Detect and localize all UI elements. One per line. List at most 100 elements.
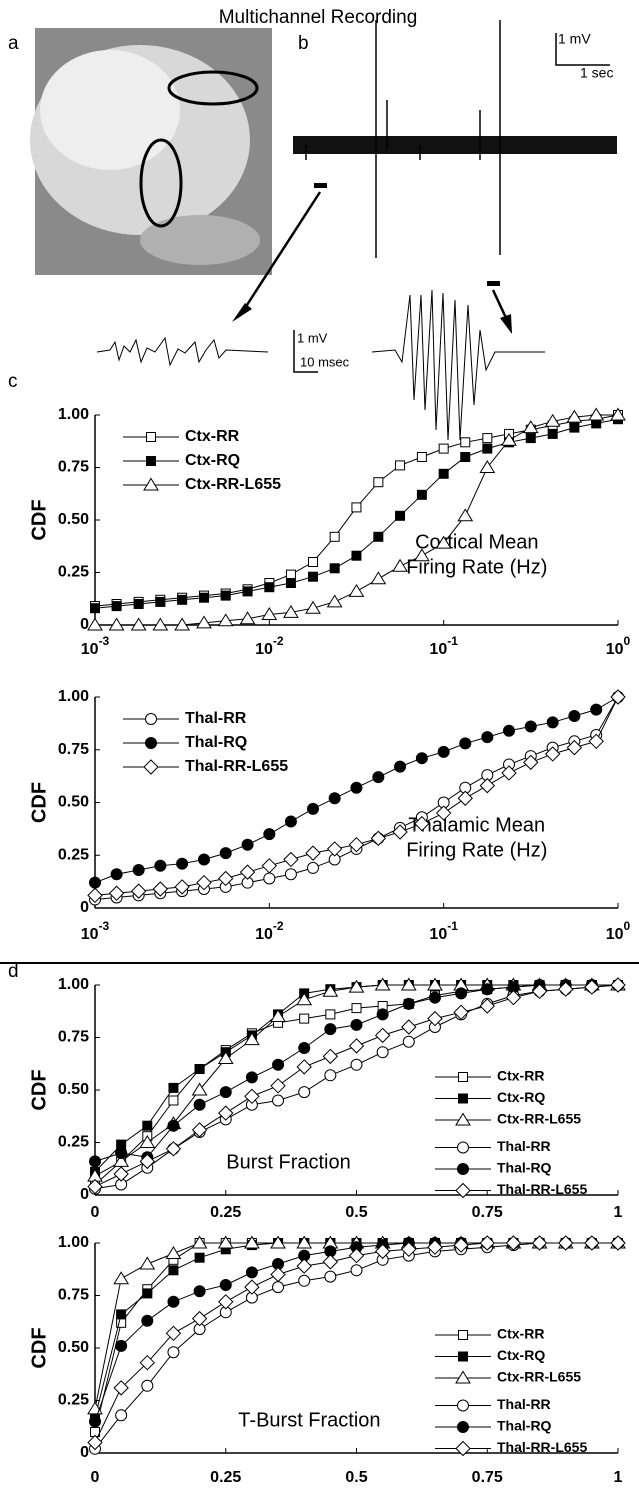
marker xyxy=(244,1088,260,1105)
marker xyxy=(219,1086,232,1099)
marker xyxy=(350,1058,363,1071)
marker xyxy=(284,815,297,828)
marker xyxy=(296,1235,313,1249)
marker xyxy=(479,777,496,794)
marker xyxy=(326,594,343,608)
legend-label: Ctx-RR xyxy=(497,1068,544,1084)
tick-exponent: -1 xyxy=(447,634,458,648)
y-tick-label: 1.00 xyxy=(58,976,89,993)
marker xyxy=(241,838,254,851)
marker xyxy=(414,815,430,832)
tick-base: 10 xyxy=(81,641,99,658)
y-tick-label: 0 xyxy=(80,1444,89,1461)
marker xyxy=(392,558,408,572)
marker xyxy=(328,792,341,805)
marker xyxy=(350,1018,363,1031)
marker xyxy=(322,983,339,997)
marker xyxy=(139,1153,156,1170)
y-tick-label: 0.25 xyxy=(58,846,89,863)
marker xyxy=(113,1166,129,1182)
series-line xyxy=(94,696,619,896)
tick-exponent: 0 xyxy=(624,919,631,933)
marker xyxy=(395,460,406,471)
marker xyxy=(191,1122,208,1138)
marker xyxy=(401,1241,417,1258)
marker xyxy=(348,1038,365,1054)
marker xyxy=(322,1254,339,1270)
legend-label: Ctx-RR xyxy=(185,428,240,445)
x-tick-label: 1 xyxy=(614,1469,623,1486)
marker xyxy=(218,1105,234,1121)
marker xyxy=(167,1295,180,1308)
marker xyxy=(400,977,417,991)
marker xyxy=(522,420,539,434)
y-tick-label: 0 xyxy=(80,1186,89,1203)
legend-label: Ctx-RR-L655 xyxy=(497,1369,581,1385)
marker xyxy=(458,1351,468,1362)
marker xyxy=(374,1027,391,1044)
marker xyxy=(376,1008,389,1021)
marker xyxy=(168,1265,179,1276)
marker xyxy=(460,452,471,462)
marker xyxy=(438,468,449,479)
figure-title: Multichannel Recording xyxy=(219,7,418,28)
y-tick-label: 0.75 xyxy=(58,741,89,758)
marker xyxy=(457,1399,469,1412)
marker xyxy=(218,1294,234,1310)
marker xyxy=(610,1235,626,1251)
marker xyxy=(296,1258,312,1274)
marker xyxy=(261,858,278,874)
marker xyxy=(324,1270,337,1283)
y-tick-label: 0.25 xyxy=(58,1392,89,1409)
marker xyxy=(111,601,122,612)
legend-label: Thal-RR-L655 xyxy=(185,758,288,775)
marker xyxy=(264,582,275,593)
marker xyxy=(329,563,340,574)
tick-base: 10 xyxy=(429,926,447,943)
marker xyxy=(146,456,156,466)
marker xyxy=(113,1380,129,1396)
marker xyxy=(263,828,276,841)
marker xyxy=(199,592,210,603)
marker xyxy=(455,1440,471,1457)
marker xyxy=(610,977,626,993)
marker xyxy=(460,437,471,448)
marker xyxy=(453,1237,469,1253)
marker xyxy=(263,872,276,885)
marker xyxy=(590,703,603,716)
marker xyxy=(272,1058,285,1071)
marker xyxy=(416,489,427,500)
marker xyxy=(298,1274,311,1287)
marker xyxy=(245,1266,258,1279)
marker xyxy=(458,1093,468,1104)
marker xyxy=(307,571,318,582)
marker xyxy=(194,1064,205,1074)
marker xyxy=(130,617,147,631)
marker xyxy=(154,859,167,872)
marker xyxy=(505,1235,522,1251)
annotation: T-Burst Fraction xyxy=(238,1409,380,1431)
marker xyxy=(372,771,385,784)
marker xyxy=(324,1069,337,1082)
marker xyxy=(177,594,188,605)
marker xyxy=(174,617,191,631)
marker xyxy=(566,739,583,756)
y-tick-label: 0.50 xyxy=(58,511,89,528)
marker xyxy=(167,1346,180,1359)
marker xyxy=(479,998,495,1014)
marker xyxy=(270,1266,286,1283)
marker xyxy=(457,1141,469,1154)
marker xyxy=(165,1141,182,1157)
annotation: Firing Rate (Hz) xyxy=(406,556,547,578)
marker xyxy=(427,977,443,991)
marker xyxy=(87,1178,103,1195)
marker xyxy=(217,1051,234,1064)
marker xyxy=(350,781,363,794)
legend-label: Thal-RR xyxy=(185,710,247,727)
y-tick-label: 1.00 xyxy=(58,1234,89,1251)
marker xyxy=(193,1285,206,1298)
marker xyxy=(87,887,103,904)
marker xyxy=(351,1003,362,1014)
marker xyxy=(350,1264,363,1277)
x-tick-label: 1 xyxy=(614,1204,623,1221)
